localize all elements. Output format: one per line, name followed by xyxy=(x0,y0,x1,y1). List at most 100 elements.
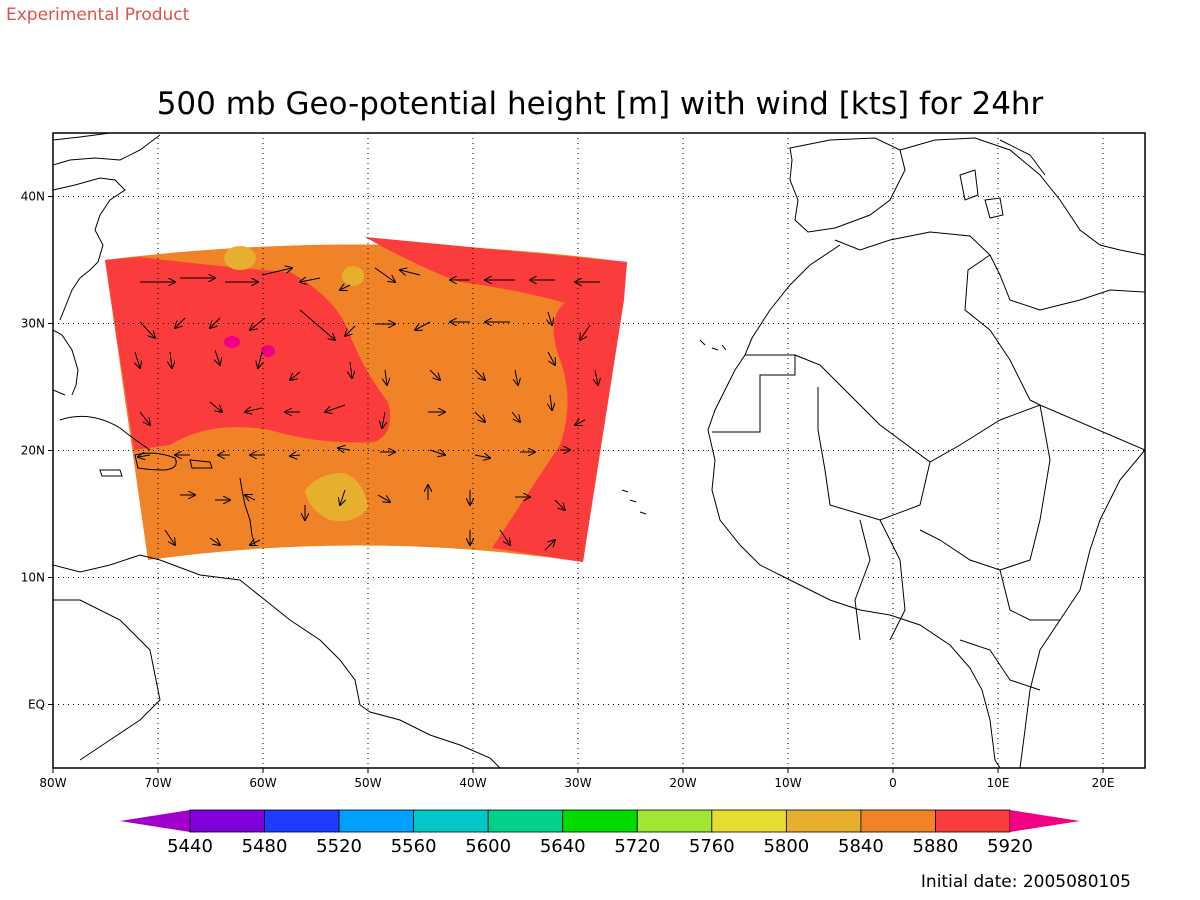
map-title: 500 mb Geo-potential height [m] with win… xyxy=(157,86,1044,122)
wind-arrow xyxy=(400,270,421,275)
lon-tick-label: 60W xyxy=(249,776,276,790)
colorbar-swatch xyxy=(487,809,564,833)
colorbar-min-triangle xyxy=(120,810,190,832)
initial-date: Initial date: 2005080105 xyxy=(921,872,1131,892)
height-field-5800-small xyxy=(342,266,364,286)
wind-arrow xyxy=(580,324,591,340)
colorbar-swatch xyxy=(860,809,936,833)
wind-arrow xyxy=(338,448,351,450)
wind-arrow xyxy=(250,317,266,330)
wind-arrow xyxy=(429,369,440,380)
lat-tick-label: 30N xyxy=(21,317,45,331)
wind-arrow xyxy=(415,321,431,330)
colorbar-label: 5720 xyxy=(614,836,660,857)
wind-arrow xyxy=(544,540,555,551)
wind-arrow xyxy=(575,420,586,425)
wind-arrow xyxy=(548,311,552,325)
colorbar-label: 5840 xyxy=(838,836,884,857)
wind-arrow xyxy=(595,369,598,385)
height-field-5920-b xyxy=(261,345,275,357)
colorbar-label: 5480 xyxy=(242,836,288,857)
height-field-5800-north xyxy=(224,246,256,270)
wind-arrow xyxy=(135,351,140,368)
colorbar-label: 5640 xyxy=(540,836,586,857)
colorbar-swatch xyxy=(413,809,489,833)
wind-arrow xyxy=(299,309,335,340)
colorbar-swatch xyxy=(935,809,1011,833)
wind-arrow xyxy=(340,489,345,505)
wind-arrow xyxy=(515,369,518,385)
wind-arrow xyxy=(261,268,292,276)
wind-arrow xyxy=(245,495,256,500)
wind-arrow xyxy=(474,411,485,422)
wind-arrow xyxy=(474,369,485,380)
wind-arrow xyxy=(429,450,445,455)
wind-arrow xyxy=(547,351,555,365)
wind-arrow xyxy=(382,411,385,428)
lon-tick-label: 20W xyxy=(669,776,696,790)
colorbar-swatch xyxy=(562,809,638,833)
wind-arrow xyxy=(511,411,520,422)
height-field-5880-southeast xyxy=(492,300,624,562)
wind-arrow xyxy=(164,529,175,545)
latitude-labels: 40N 30N 20N 10N EQ xyxy=(21,190,53,712)
colorbar-label: 5800 xyxy=(763,836,809,857)
wind-arrow xyxy=(175,317,186,328)
wind-arrow xyxy=(325,404,346,412)
wind-arrow xyxy=(554,499,565,510)
lon-tick-label: 50W xyxy=(354,776,381,790)
colorbar-swatch xyxy=(264,809,340,833)
lon-tick-label: 0 xyxy=(889,776,897,790)
wind-arrow xyxy=(139,321,155,338)
lon-tick-label: 80W xyxy=(39,776,66,790)
wind-arrow xyxy=(258,351,262,368)
wind-arrow xyxy=(300,278,321,282)
lon-tick-label: 40W xyxy=(459,776,486,790)
colorbar-swatch xyxy=(711,809,787,833)
lat-tick-label: EQ xyxy=(28,698,45,712)
wind-arrow xyxy=(138,455,151,457)
lat-tick-label: 40N xyxy=(21,190,45,204)
height-field-5880-west xyxy=(105,257,391,450)
lon-tick-label: 10W xyxy=(774,776,801,790)
height-field-5880-north xyxy=(365,237,627,303)
lon-tick-label: 20E xyxy=(1092,776,1115,790)
colorbar-label: 5880 xyxy=(913,836,959,857)
wind-arrow xyxy=(215,349,220,365)
graticule xyxy=(53,133,1145,768)
height-field-5920-a xyxy=(224,336,240,348)
colorbar-label: 5920 xyxy=(987,836,1033,857)
colorbar-swatch xyxy=(189,809,265,833)
colorbar: 5440 5480 5520 5560 5600 5640 5720 5760 5800 5840… xyxy=(120,809,1080,857)
wind-arrow xyxy=(385,369,387,385)
wind-arrow xyxy=(377,494,390,502)
longitude-labels: 80W 70W 60W 50W 40W 30W 20W 10W 0 10E 20E xyxy=(39,768,1114,790)
wind-arrow xyxy=(474,455,490,458)
lon-tick-label: 70W xyxy=(144,776,171,790)
wind-arrow xyxy=(345,325,356,336)
wind-arrow xyxy=(139,411,150,425)
product-tag: Experimental Product xyxy=(6,5,190,25)
colorbar-max-triangle xyxy=(1010,810,1080,832)
wind-arrow xyxy=(209,401,222,412)
wind-arrow xyxy=(290,455,301,456)
wind-vectors xyxy=(135,267,600,551)
wind-arrow xyxy=(209,537,220,545)
colorbar-swatch xyxy=(785,809,862,833)
lat-tick-label: 20N xyxy=(21,444,45,458)
colorbar-label: 5560 xyxy=(391,836,437,857)
colorbar-swatch xyxy=(338,809,415,833)
colorbar-label: 5520 xyxy=(316,836,362,857)
wind-arrow xyxy=(350,361,352,378)
lat-tick-label: 10N xyxy=(21,571,45,585)
colorbar-label: 5600 xyxy=(465,836,511,857)
colorbar-label: 5760 xyxy=(689,836,735,857)
colorbar-swatch xyxy=(636,809,713,833)
wind-arrow xyxy=(550,394,552,410)
height-field-5800-south xyxy=(305,472,368,522)
wind-arrow xyxy=(374,267,395,282)
wind-arrow xyxy=(170,351,172,368)
coastlines xyxy=(53,133,1145,768)
colorbar-label: 5440 xyxy=(167,836,213,857)
